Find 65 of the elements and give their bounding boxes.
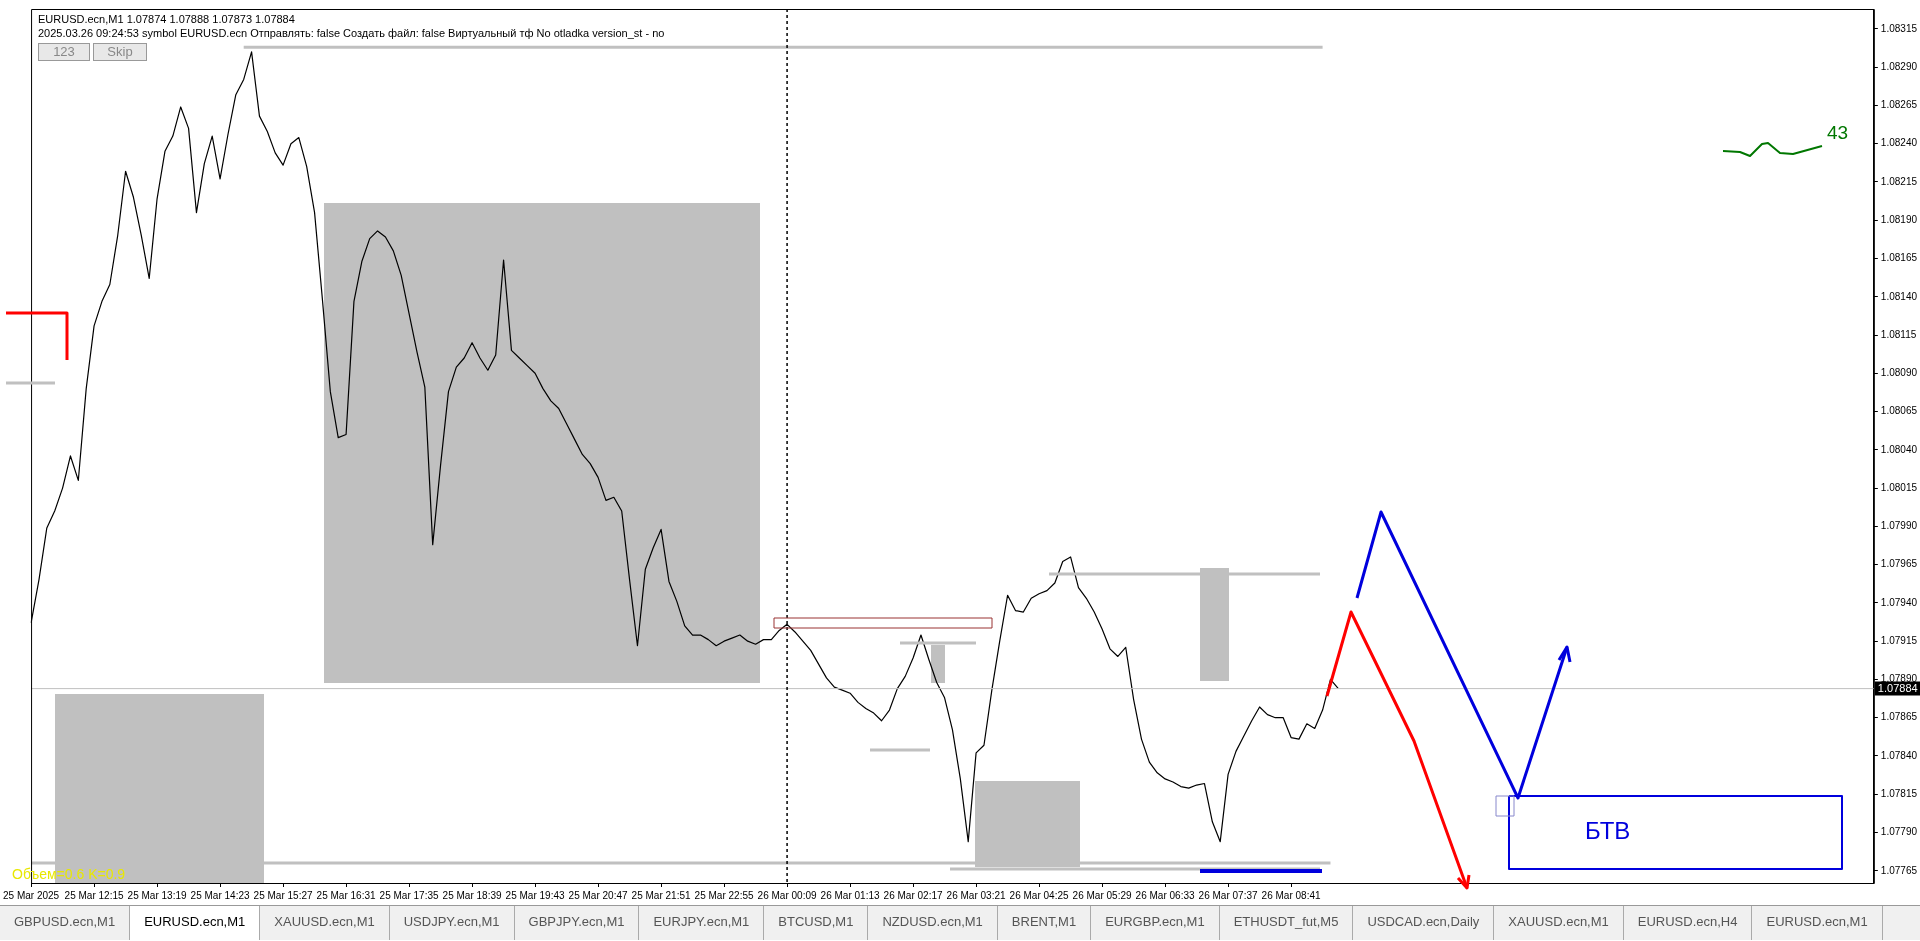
- annotation: 43: [1827, 122, 1849, 144]
- y-tick-label: 1.08265: [1880, 99, 1918, 111]
- annotation: БТВ: [1585, 817, 1631, 845]
- y-tick-label: 1.08165: [1880, 252, 1918, 264]
- text: EURJPY.ecn,M1: [639, 906, 765, 940]
- x-tick-label: 26 Mar 08:41: [1261, 889, 1321, 901]
- x-tick-label: 25 Mar 19:43: [505, 889, 565, 901]
- y-tick-label: 1.08090: [1880, 367, 1918, 379]
- annotation: 123: [38, 43, 90, 61]
- text: EURGBP.ecn,M1: [1091, 906, 1220, 940]
- ref-line-label: 1.07884: [1877, 681, 1918, 694]
- y-tick-label: 1.07965: [1880, 558, 1918, 570]
- y-tick-label: 1.07790: [1880, 826, 1918, 838]
- y-tick-label: 1.08015: [1880, 481, 1918, 493]
- y-tick-label: 1.08290: [1880, 60, 1918, 72]
- text: EURUSD.ecn,M1: [130, 906, 261, 940]
- text: GBPUSD.ecn,M1: [0, 906, 131, 940]
- chart-title: EURUSD.ecn,M1 1.07874 1.07888 1.07873 1.07884: [38, 13, 295, 25]
- x-tick-label: 25 Mar 17:35: [379, 889, 439, 901]
- annotation: Skip: [93, 43, 147, 61]
- x-tick-label: 25 Mar 13:19: [127, 889, 187, 901]
- x-tick-label: 25 Mar 12:15: [64, 889, 124, 901]
- x-tick-label: 25 Mar 22:55: [694, 889, 754, 901]
- x-tick-label: 26 Mar 06:33: [1135, 889, 1195, 901]
- text: NZDUSD.ecn,M1: [868, 906, 998, 940]
- y-tick-label: 1.07915: [1880, 634, 1918, 646]
- x-tick-label: 26 Mar 03:21: [946, 889, 1006, 901]
- text: GBPJPY.ecn,M1: [514, 906, 640, 940]
- x-tick-label: 26 Mar 00:09: [757, 889, 817, 901]
- text: XAUUSD.ecn,M1: [1494, 906, 1624, 940]
- y-tick-label: 1.07940: [1880, 596, 1918, 608]
- text: 2025.03.26 09:24:53 symbol EURUSD.ecn Отправлять: false Создать файл: false Виртуальный тф No otladka version_st - no: [38, 27, 665, 39]
- x-tick-label: 25 Mar 15:27: [253, 889, 313, 901]
- x-tick-label: 25 Mar 2025: [3, 889, 60, 901]
- x-tick-label: 26 Mar 02:17: [883, 889, 943, 901]
- y-tick-label: 1.07990: [1880, 520, 1918, 532]
- y-tick-label: 1.08215: [1880, 175, 1918, 187]
- text: EURUSD.ecn,M1: [1752, 906, 1883, 940]
- y-tick-label: 1.07815: [1880, 787, 1918, 799]
- y-tick-label: 1.08040: [1880, 443, 1918, 455]
- x-tick-label: 25 Mar 14:23: [190, 889, 250, 901]
- y-tick-label: 1.07765: [1880, 864, 1918, 876]
- x-tick-label: 25 Mar 16:31: [316, 889, 376, 901]
- y-tick-label: 1.08140: [1880, 290, 1918, 302]
- x-tick-label: 25 Mar 20:47: [568, 889, 628, 901]
- y-tick-label: 1.08315: [1880, 22, 1918, 34]
- x-tick-label: 26 Mar 07:37: [1198, 889, 1258, 901]
- y-tick-label: 1.08115: [1880, 328, 1917, 340]
- text: USDCAD.ecn,Daily: [1353, 906, 1495, 940]
- x-tick-label: 26 Mar 05:29: [1072, 889, 1132, 901]
- text: ETHUSDT_fut,M5: [1219, 906, 1354, 940]
- text: XAUUSD.ecn,M1: [260, 906, 390, 940]
- text: BTCUSD,M1: [764, 906, 869, 940]
- y-tick-label: 1.07865: [1880, 711, 1918, 723]
- y-tick-label: 1.08240: [1880, 137, 1918, 149]
- x-tick-label: 26 Mar 04:25: [1009, 889, 1069, 901]
- y-tick-label: 1.08190: [1880, 213, 1918, 225]
- y-tick-label: 1.08065: [1880, 405, 1918, 417]
- text: BRENT,M1: [997, 906, 1092, 940]
- text: EURUSD.ecn,H4: [1623, 906, 1753, 940]
- x-tick-label: 25 Mar 21:51: [631, 889, 691, 901]
- y-tick-label: 1.07840: [1880, 749, 1918, 761]
- x-tick-label: 26 Mar 01:13: [820, 889, 880, 901]
- x-tick-label: 25 Mar 18:39: [442, 889, 502, 901]
- text: USDJPY.ecn,M1: [389, 906, 515, 940]
